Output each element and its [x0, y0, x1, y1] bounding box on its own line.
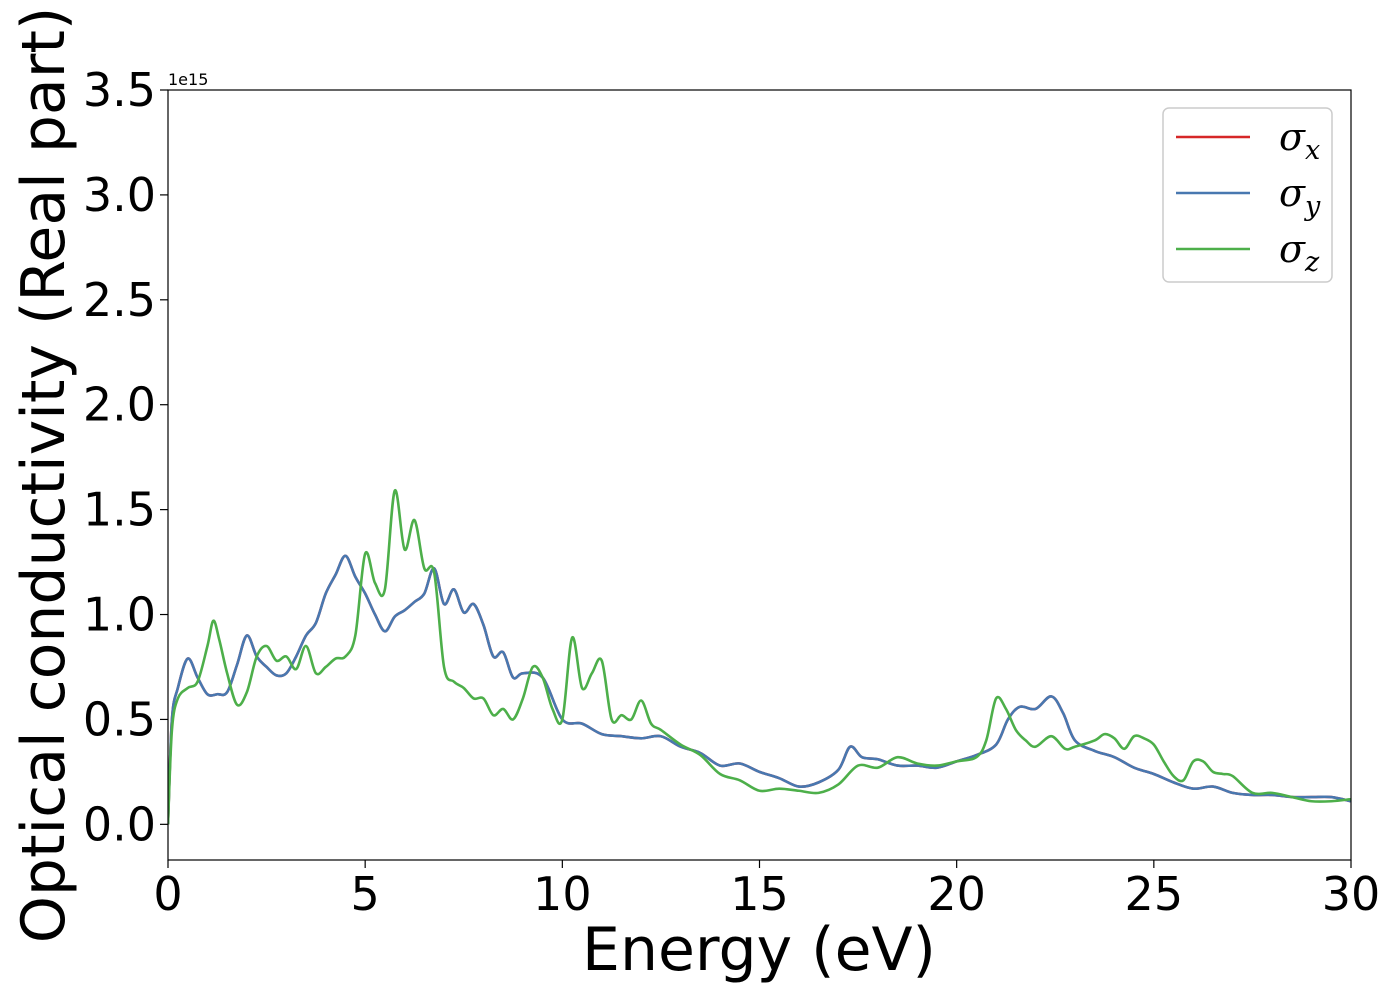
- y-tick-label: 2.5: [83, 273, 156, 327]
- x-tick-label: 15: [730, 867, 789, 921]
- y-tick-label: 0.5: [83, 692, 156, 746]
- legend-label-y: σy: [1279, 171, 1321, 222]
- legend-frame: [1162, 107, 1333, 283]
- y-tick-label: 2.0: [83, 378, 156, 432]
- plot-area: [168, 489, 1351, 825]
- x-tick-label: 30: [1322, 867, 1381, 921]
- legend-label-z: σz: [1279, 227, 1320, 278]
- legend-label-x: σx: [1279, 115, 1320, 166]
- x-tick-label: 10: [533, 867, 592, 921]
- y-offset-label: 1e15: [168, 70, 208, 89]
- y-tick-label: 3.5: [83, 63, 156, 117]
- y-tick-label: 1.0: [83, 588, 156, 642]
- x-tick-label: 25: [1125, 867, 1184, 921]
- y-tick-label: 3.0: [83, 168, 156, 222]
- x-axis: 0 5 10 15 20 25 30: [153, 860, 1380, 921]
- y-axis-title: Optical conductivity (Real part): [9, 7, 79, 944]
- x-tick-label: 20: [927, 867, 986, 921]
- y-tick-label: 1.5: [83, 483, 156, 537]
- x-axis-title: Energy (eV): [582, 915, 936, 985]
- x-tick-label: 0: [153, 867, 182, 921]
- y-axis: 0.0 0.5 1.0 1.5 2.0 2.5 3.0 3.5: [83, 63, 168, 851]
- series-line-z: [168, 489, 1351, 825]
- series-line-y: [168, 554, 1351, 825]
- y-tick-label: 0.0: [83, 797, 156, 851]
- x-tick-label: 5: [351, 867, 380, 921]
